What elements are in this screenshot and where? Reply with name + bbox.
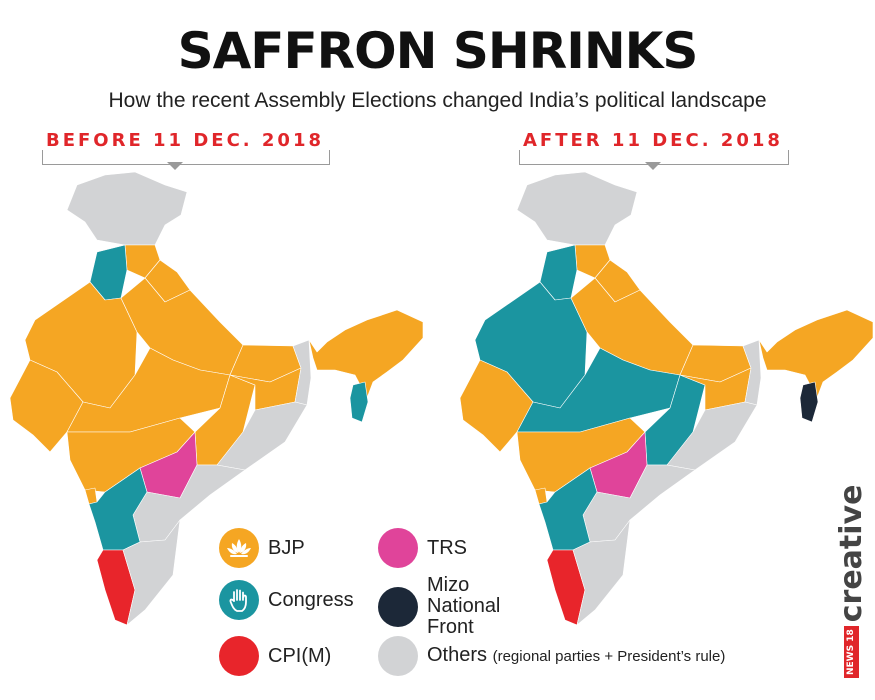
before-bracket	[42, 150, 330, 165]
legend-label-others: Others (regional parties + President’s r…	[427, 645, 725, 667]
others-swatch	[378, 636, 418, 676]
page-title: SAFFRON SHRINKS	[177, 22, 699, 80]
legend-mnf: Mizo National Front	[378, 575, 500, 638]
legend-bjp: BJP	[219, 528, 305, 568]
state-jammu-kashmir	[66, 171, 188, 246]
legend-label-congress: Congress	[268, 588, 354, 611]
state-mizoram	[349, 381, 369, 423]
state-tamil-nadu	[572, 519, 631, 626]
state-odisha	[216, 401, 308, 471]
state-northeast	[758, 309, 874, 399]
legend-label-trs: TRS	[427, 536, 467, 559]
legend-trs: TRS	[378, 528, 467, 568]
legend-others-note: (regional parties + President’s rule)	[492, 648, 726, 665]
state-northeast	[308, 309, 424, 399]
legend-label-mnf: Mizo National Front	[427, 574, 501, 638]
hand-icon	[229, 589, 247, 612]
lotus-icon	[227, 539, 251, 557]
state-karnataka	[538, 467, 598, 551]
after-bracket-notch	[645, 162, 661, 170]
state-goa	[534, 487, 548, 505]
congress-swatch	[219, 580, 259, 620]
state-goa	[84, 487, 98, 505]
trs-swatch	[378, 528, 418, 568]
legend-congress: Congress	[219, 580, 354, 620]
before-label: BEFORE 11 DEC. 2018	[46, 130, 325, 151]
legend-others: Others (regional parties + President’s r…	[378, 636, 725, 676]
state-tamil-nadu	[122, 519, 181, 626]
legend-label-bjp: BJP	[268, 536, 305, 559]
legend-label-cpim: CPI(M)	[268, 644, 332, 667]
legend-cpim: CPI(M)	[219, 636, 331, 676]
india-map-after	[459, 171, 874, 626]
brand-badge: NEWS 18	[843, 626, 859, 678]
state-karnataka	[88, 467, 148, 551]
state-jammu-kashmir	[516, 171, 638, 246]
india-map-before	[9, 171, 424, 626]
brand-wordmark: creative	[833, 484, 869, 623]
state-mizoram	[799, 381, 819, 423]
news18-creative-logo: NEWS 18 creative	[832, 485, 870, 690]
mnf-swatch	[378, 586, 418, 627]
before-bracket-notch	[167, 162, 183, 170]
cpim-swatch	[219, 636, 259, 676]
after-label: AFTER 11 DEC. 2018	[523, 130, 783, 151]
page-subtitle: How the recent Assembly Elections change…	[108, 89, 767, 112]
bjp-swatch	[219, 528, 259, 568]
brand-text: NEWS 18 creative	[832, 485, 870, 678]
state-odisha	[666, 401, 758, 471]
legend-others-text: Others	[427, 644, 488, 666]
